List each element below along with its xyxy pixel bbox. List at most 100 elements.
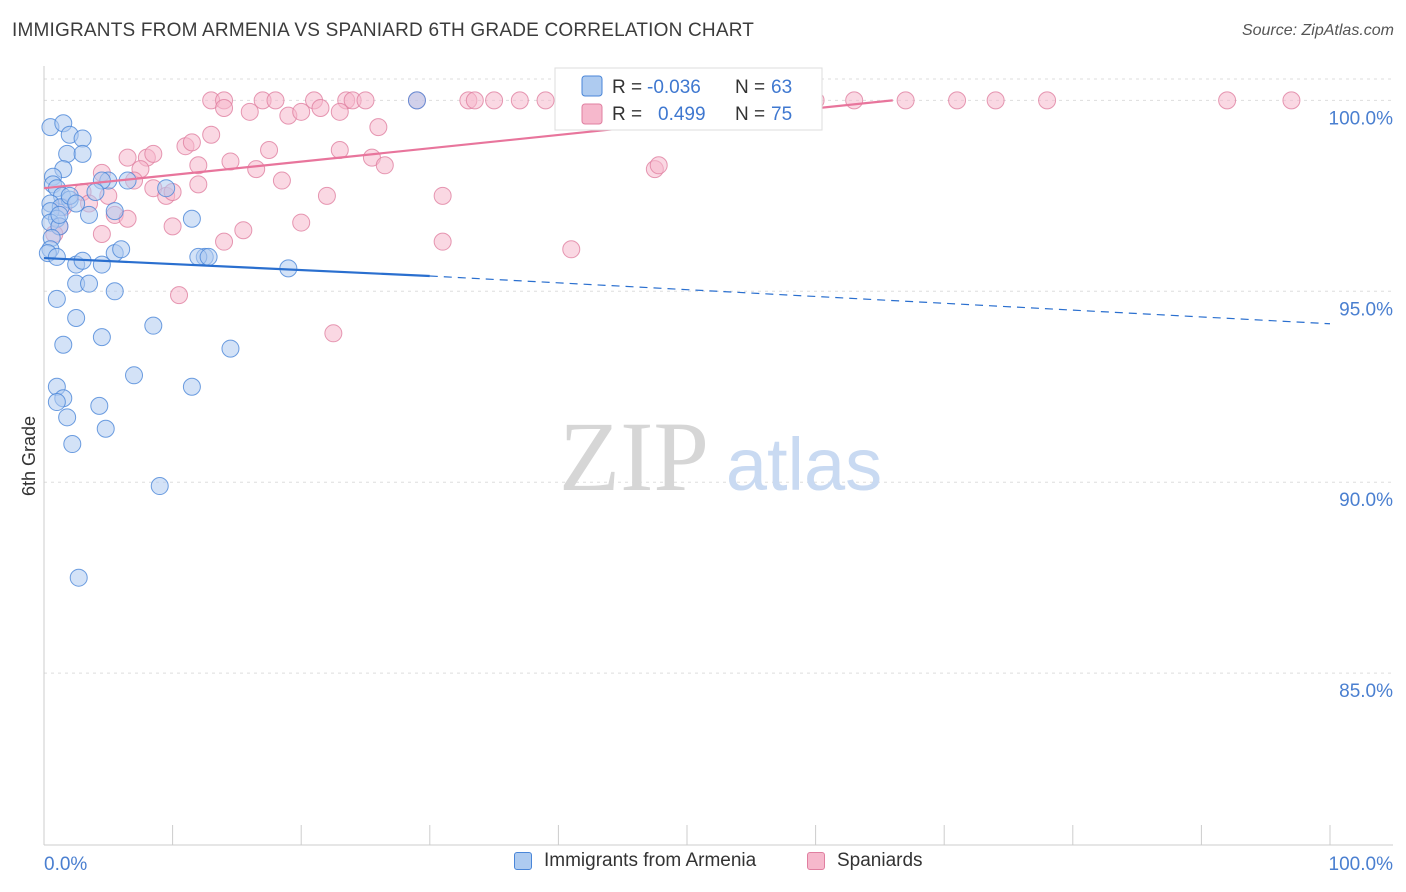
y-tick-label: 90.0% bbox=[1339, 490, 1393, 511]
stats-r-value-1: -0.036 bbox=[647, 77, 701, 98]
axes bbox=[43, 66, 1393, 846]
point-spaniards bbox=[369, 118, 388, 137]
point-spaniards bbox=[266, 91, 285, 110]
stats-r-label-2: R = bbox=[612, 104, 642, 125]
point-spaniards bbox=[317, 186, 336, 205]
trend-armenia-extension bbox=[429, 275, 1331, 325]
point-armenia bbox=[73, 144, 92, 163]
point-spaniards bbox=[163, 217, 182, 236]
stats-n-value-1: 63 bbox=[771, 77, 792, 98]
stats-r-label-1: R = bbox=[612, 77, 642, 98]
point-spaniards bbox=[182, 133, 201, 152]
point-armenia bbox=[47, 289, 66, 308]
point-spaniards bbox=[948, 91, 967, 110]
point-armenia bbox=[58, 144, 77, 163]
point-spaniards bbox=[1282, 91, 1301, 110]
point-armenia bbox=[182, 209, 201, 228]
point-armenia bbox=[67, 194, 86, 213]
point-armenia bbox=[105, 282, 124, 301]
point-armenia bbox=[150, 477, 169, 496]
legend-item-spaniards[interactable]: Spaniards bbox=[807, 850, 923, 872]
point-spaniards bbox=[170, 286, 189, 305]
trend-armenia bbox=[43, 256, 430, 278]
chart-source: Source: ZipAtlas.com bbox=[1241, 22, 1394, 39]
y-tick-label: 100.0% bbox=[1329, 108, 1394, 129]
y-tick-labels: 85.0% 90.0% 95.0% 100.0% bbox=[1329, 108, 1394, 702]
point-armenia bbox=[58, 408, 77, 427]
legend-label-armenia: Immigrants from Armenia bbox=[544, 850, 757, 871]
point-spaniards bbox=[356, 91, 375, 110]
point-spaniards bbox=[465, 91, 484, 110]
point-armenia bbox=[199, 247, 218, 266]
point-spaniards bbox=[1038, 91, 1057, 110]
point-armenia bbox=[407, 91, 426, 110]
point-spaniards bbox=[896, 91, 915, 110]
point-armenia bbox=[69, 568, 88, 587]
stats-legend-swatch-pink bbox=[581, 103, 603, 125]
point-spaniards bbox=[234, 221, 253, 240]
stats-r-value-2: 0.499 bbox=[658, 104, 706, 125]
point-spaniards bbox=[433, 186, 452, 205]
y-tick-label: 95.0% bbox=[1339, 299, 1393, 320]
point-armenia bbox=[92, 255, 111, 274]
chart-title: IMMIGRANTS FROM ARMENIA VS SPANIARD 6TH … bbox=[12, 20, 755, 41]
legend-swatch-armenia bbox=[514, 852, 532, 870]
point-spaniards bbox=[311, 99, 330, 118]
point-armenia bbox=[125, 366, 144, 385]
point-spaniards bbox=[649, 156, 668, 175]
point-spaniards bbox=[292, 102, 311, 121]
x-tick-label-max: 100.0% bbox=[1329, 854, 1394, 875]
point-armenia bbox=[112, 240, 131, 259]
point-spaniards bbox=[247, 160, 266, 179]
point-armenia bbox=[73, 129, 92, 148]
point-armenia bbox=[50, 205, 69, 224]
point-armenia bbox=[221, 339, 240, 358]
legend-label-spaniards: Spaniards bbox=[837, 850, 923, 871]
stats-legend-swatch-blue bbox=[581, 75, 603, 97]
stats-n-value-2: 75 bbox=[771, 104, 792, 125]
point-armenia bbox=[80, 274, 99, 293]
series-legend: Immigrants from Armenia Spaniards bbox=[0, 850, 1406, 880]
point-armenia bbox=[92, 328, 111, 347]
point-armenia bbox=[54, 335, 73, 354]
stats-legend: R = -0.036 N = 63 R = 0.499 N = 75 bbox=[554, 67, 823, 131]
stats-n-label-2: N = bbox=[735, 104, 765, 125]
point-spaniards bbox=[260, 141, 279, 160]
point-spaniards bbox=[324, 324, 343, 343]
point-spaniards bbox=[330, 102, 349, 121]
point-armenia bbox=[67, 309, 86, 328]
point-spaniards bbox=[536, 91, 555, 110]
x-tick-label-min: 0.0% bbox=[44, 854, 87, 875]
watermark-zip: ZIP bbox=[559, 401, 709, 512]
point-armenia bbox=[144, 316, 163, 335]
point-spaniards bbox=[215, 232, 234, 251]
point-armenia bbox=[47, 247, 66, 266]
point-spaniards bbox=[562, 240, 581, 259]
point-armenia bbox=[90, 396, 109, 415]
point-spaniards bbox=[292, 213, 311, 232]
point-armenia bbox=[157, 179, 176, 198]
point-spaniards bbox=[202, 125, 221, 144]
point-spaniards bbox=[118, 148, 137, 167]
point-armenia bbox=[80, 205, 99, 224]
point-armenia bbox=[86, 183, 105, 202]
point-spaniards bbox=[375, 156, 394, 175]
trend-lines bbox=[43, 99, 1331, 325]
point-spaniards bbox=[485, 91, 504, 110]
point-spaniards bbox=[240, 102, 259, 121]
point-spaniards bbox=[433, 232, 452, 251]
point-spaniards bbox=[510, 91, 529, 110]
y-tick-label: 85.0% bbox=[1339, 681, 1393, 702]
point-spaniards bbox=[986, 91, 1005, 110]
legend-item-armenia[interactable]: Immigrants from Armenia bbox=[514, 850, 756, 872]
point-spaniards bbox=[144, 144, 163, 163]
point-armenia bbox=[182, 377, 201, 396]
point-spaniards bbox=[272, 171, 291, 190]
point-spaniards bbox=[215, 99, 234, 118]
watermark-atlas: atlas bbox=[726, 423, 882, 506]
y-axis-label: 6th Grade bbox=[19, 416, 39, 496]
stats-n-label-1: N = bbox=[735, 77, 765, 98]
series-armenia bbox=[38, 91, 426, 587]
point-spaniards bbox=[189, 156, 208, 175]
